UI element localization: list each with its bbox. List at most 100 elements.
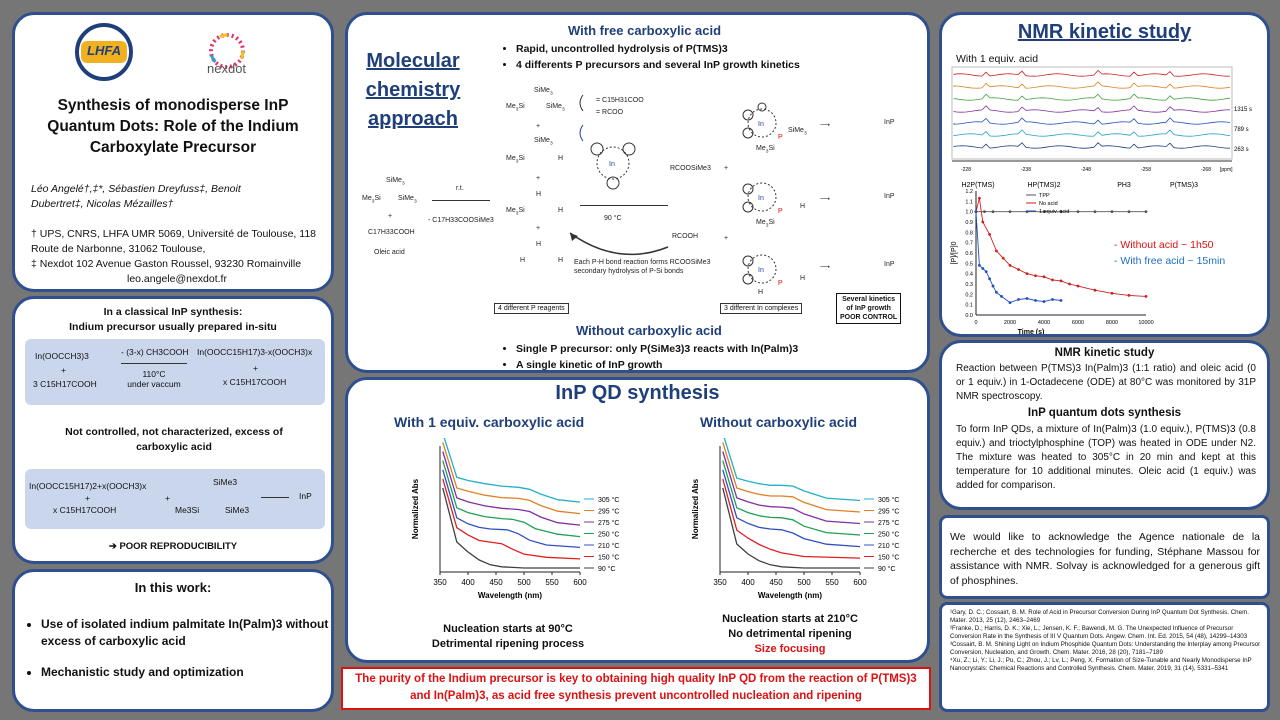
data-point [1042,210,1046,214]
data-point [978,264,981,267]
y-tick-label: 0.8 [965,230,973,236]
synthesis-title: InP QD synthesis [555,382,720,404]
this-work-list: Use of isolated indium palmitate In(Palm… [23,616,331,681]
this-work-item: Mechanistic study and optimization [41,664,331,681]
synthesis-right-heading: Without carboxylic acid [700,414,858,430]
data-point [1144,210,1148,214]
legend-label: 250 °C [598,531,619,539]
data-point [1042,275,1046,279]
data-point [1034,274,1037,278]
legend-label: 295 °C [598,508,619,516]
y-axis-label: Normalized Abs [411,478,420,539]
data-point [995,249,998,253]
y-tick-label: 1.1 [965,199,973,205]
species-label: HP(TMS)2 [1027,182,1060,189]
without-acid-item: A single kinetic of InP growth [516,357,798,370]
data-point [1017,268,1020,271]
species-label: P(TMS)3 [1170,182,1198,189]
left-caption: Nucleation starts at 90°C Detrimental rip… [431,623,585,650]
nmr-kinetics-chart: 0 2000 4000 6000 8000 10000 0.0 0.1 0.2 0.3 0.4 0.5… [951,189,1154,335]
ppm-tick-label: -268 [1201,167,1211,173]
data-point [984,270,988,273]
x-tick-label: 0 [974,320,977,326]
y-tick-label: 0.0 [965,313,973,319]
svg-text:In: In [758,267,764,274]
reaction-box-1: In(OOCCH3)3 + 3 C15H17COOH - (3-x) CH3CO… [25,339,325,405]
series-line [722,460,861,536]
legend-label: 90 °C [878,565,896,573]
poor-reproducibility: ➔ POOR REPRODUCIBILITY [108,541,238,552]
series-line [442,442,581,515]
classical-note: Not controlled, not characterized, exces… [65,426,283,453]
svg-text:In: In [758,121,764,128]
data-point [1025,297,1029,300]
nmr-sub: With 1 equiv. acid [956,53,1039,65]
data-point [988,233,991,236]
free-acid-heading: With free carboxylic acid [568,23,722,38]
data-point [1042,300,1046,303]
x-tick-label: 400 [741,578,755,587]
data-point [1127,210,1131,214]
x-tick-label: 600 [573,578,587,587]
data-point [1025,272,1029,276]
nmr-panel: NMR kinetic study With 1 equiv. acid 131… [939,12,1270,337]
data-point [1008,301,1012,304]
x-axis-label: Time (s) [1018,329,1045,335]
series-line [723,438,861,502]
legend-label: 250 °C [878,531,899,539]
x-axis-label: Wavelength (nm) [478,591,542,600]
data-point [988,277,991,281]
inp-label: InP [884,119,895,126]
series-line [975,211,1062,304]
data-point [981,267,985,270]
email: leo.angele@nexdot.fr [127,273,227,285]
ack-text: We would like to acknowledge the Agence … [950,531,1260,587]
x-tick-label: 500 [517,578,531,587]
nmr-trace [953,129,1231,137]
data-point [991,284,995,288]
molecular-title: Molecular chemistry approach [365,50,461,130]
y-tick-label: 0.3 [965,282,973,288]
this-work-item: Use of isolated indium palmitate In(Palm… [41,616,331,650]
x-tick-label: 2000 [1004,320,1016,326]
nmr-trace [953,93,1231,101]
nmr-trace [953,142,1231,149]
x-tick-label: 450 [769,578,783,587]
species-label: H2P(TMS) [961,182,994,189]
y-tick-label: 0.6 [965,251,973,257]
data-point [1051,278,1054,282]
x-tick-label: 8000 [1106,320,1118,326]
nmr-trace [953,69,1231,77]
x-tick-label: 10000 [1138,320,1153,326]
y-axis-label: Normalized Abs [691,478,700,539]
refs-list: ¹Gary, D. C.; Cossairt, B. M. Role of Ac… [950,609,1262,673]
data-point [1093,288,1097,292]
species-label: PH3 [1117,182,1131,189]
x-tick-label: 400 [461,578,475,587]
series-line [722,451,861,525]
spectra-frame [951,66,1233,160]
nmr-note-1: - Without acid ~ 1h50 [1114,239,1214,251]
legend-label: TPP [1039,193,1050,199]
series-line [722,487,860,569]
data-point [1059,210,1063,214]
inp-label: InP [884,193,895,200]
data-point [1059,299,1063,302]
legend-label: 275 °C [598,519,619,527]
data-point [1110,210,1114,214]
free-acid-list: Rapid, uncontrolled hydrolysis of P(TMS)… [498,41,800,73]
free-acid-item: 4 differents P precursors and several In… [516,57,800,73]
poster-title: Synthesis of monodisperse InP Quantum Dot… [47,97,299,156]
conclusion-text: The purity of the Indium precursor is ke… [355,673,917,702]
data-point [983,210,986,214]
conclusion-box: The purity of the Indium precursor is ke… [341,667,931,710]
y-tick-label: 0.7 [965,241,973,247]
legend-label: 275 °C [878,519,899,527]
svg-text:P: P [778,280,783,287]
reference: ³Cossairt, B. M. Shining Light on Indium… [950,641,1261,656]
abs-chart-right: 350 400 450 500 550 600 Wavelength (nm) Normali… [691,438,899,600]
data-point [981,220,985,224]
reference: ²Franke, D.; Harris, D. K.; Xie, L.; Jen… [950,625,1248,640]
y-tick-label: 0.9 [965,220,973,226]
series-line [442,460,581,538]
